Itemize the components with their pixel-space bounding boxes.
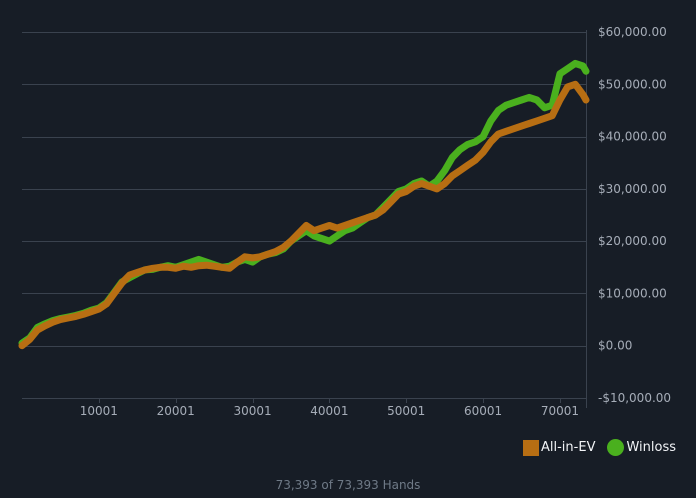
y-tick-label-7: $60,000.00 xyxy=(598,25,667,39)
x-tick-label-5: 60001 xyxy=(464,404,502,418)
square-marker-icon xyxy=(525,441,537,454)
legend-item-winloss[interactable]: Winloss xyxy=(609,440,676,455)
chart-legend: All-in-EV Winloss xyxy=(525,440,676,455)
y-tick-labels: -$10,000.00 $0.00 $10,000.00 $20,000.00 $30,… xyxy=(598,25,671,405)
x-tick-labels: 10001 20001 30001 40001 50001 60001 70001 xyxy=(80,398,579,418)
series-all-in-ev xyxy=(18,80,590,350)
y-tick-label-4: $30,000.00 xyxy=(598,182,667,196)
legend-item-all-in-ev[interactable]: All-in-EV xyxy=(525,440,595,455)
hands-count: 73,393 of 73,393 Hands xyxy=(275,478,421,492)
circle-marker-icon xyxy=(609,441,623,454)
y-tick-label-6: $50,000.00 xyxy=(598,77,667,91)
y-tick-label-3: $20,000.00 xyxy=(598,234,667,248)
series-line-all-in-ev xyxy=(18,80,590,350)
y-tick-label-5: $40,000.00 xyxy=(598,130,667,144)
grid-lines xyxy=(22,32,586,399)
x-tick-label-3: 40001 xyxy=(310,404,348,418)
y-tick-label-2: $10,000.00 xyxy=(598,286,667,300)
y-tick-label-1: $0.00 xyxy=(598,339,632,353)
y-tick-label-0: -$10,000.00 xyxy=(598,391,671,405)
legend-label-all-in-ev: All-in-EV xyxy=(541,440,596,455)
x-tick-label-6: 70001 xyxy=(541,404,579,418)
x-tick-label-1: 20001 xyxy=(157,404,195,418)
x-tick-label-0: 10001 xyxy=(80,404,118,418)
legend-label-winloss: Winloss xyxy=(626,440,676,455)
x-tick-label-4: 50001 xyxy=(387,404,425,418)
x-tick-label-2: 30001 xyxy=(233,404,271,418)
